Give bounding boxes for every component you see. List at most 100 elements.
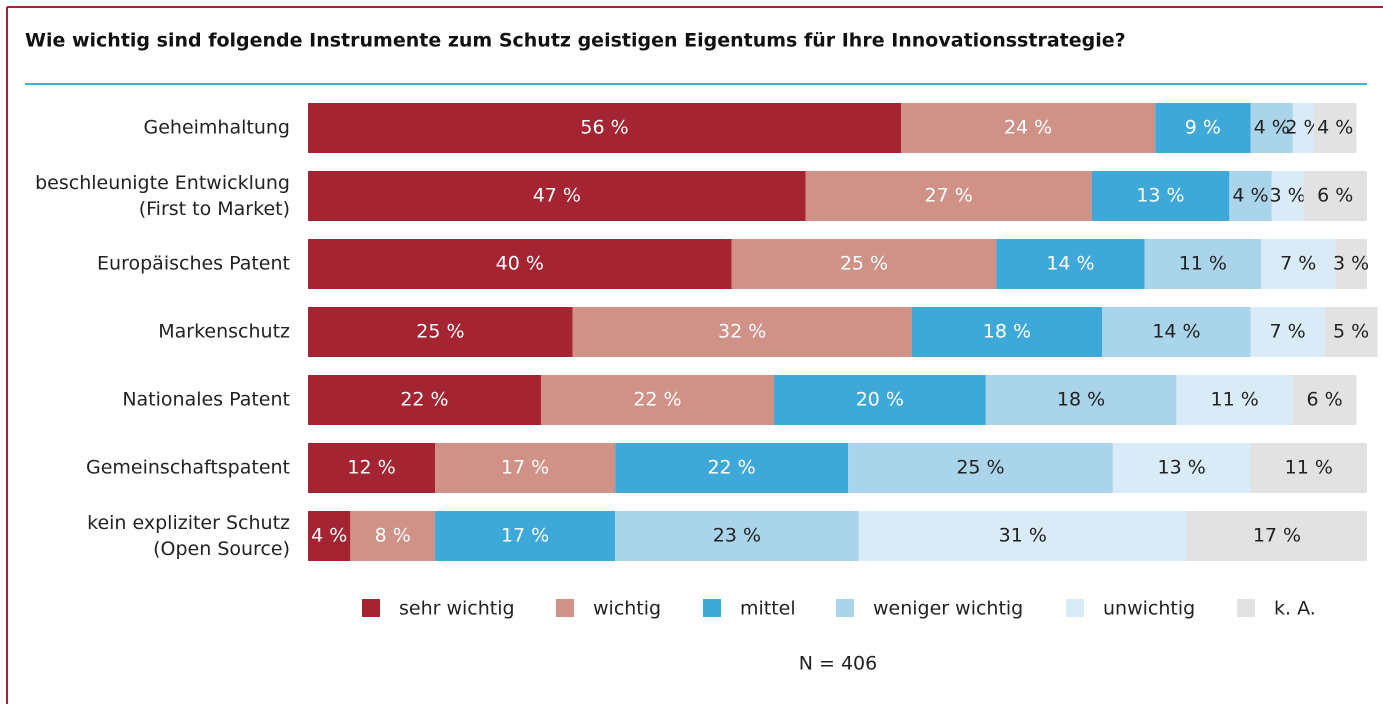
bar-segment	[308, 307, 573, 357]
value-label: 11 %	[1179, 253, 1227, 275]
value-label: 13 %	[1158, 457, 1206, 479]
value-label: 17 %	[501, 457, 549, 479]
value-label: 11 %	[1285, 457, 1333, 479]
bar-segment	[1250, 307, 1325, 357]
legend-label: wichtig	[593, 598, 661, 620]
bar-segment	[1144, 239, 1262, 289]
bar-segment	[858, 511, 1187, 561]
bar-segment	[540, 375, 774, 425]
category-label: Europäisches Patent	[97, 253, 290, 275]
value-label: 14 %	[1046, 253, 1094, 275]
value-label: 4 %	[1232, 185, 1268, 207]
bar-segment	[1250, 443, 1367, 493]
bar-segment	[435, 443, 616, 493]
bar-segment	[1292, 103, 1315, 153]
category-label: beschleunigte Entwicklung (First to Marke…	[35, 172, 290, 220]
value-label: 6 %	[1317, 185, 1353, 207]
bar-segment	[1229, 171, 1272, 221]
bar-segment	[615, 443, 849, 493]
legend-swatch	[1066, 599, 1084, 617]
value-label: 3 %	[1269, 185, 1305, 207]
bar-segment	[308, 375, 541, 425]
value-label: 13 %	[1136, 185, 1184, 207]
bar-segment	[901, 103, 1156, 153]
bar-segment	[1292, 375, 1357, 425]
bar-segment	[1271, 171, 1304, 221]
bar-segment	[1155, 103, 1251, 153]
value-label: 6 %	[1307, 389, 1343, 411]
value-label: 22 %	[707, 457, 755, 479]
bar-segment	[1303, 171, 1367, 221]
bar-segment	[1314, 103, 1357, 153]
legend-label: k. A.	[1274, 598, 1316, 620]
legend-swatch	[1237, 599, 1255, 617]
category-label: Nationales Patent	[122, 389, 290, 411]
bar-segment	[1102, 307, 1251, 357]
bar-segment	[1176, 375, 1293, 425]
legend-label: weniger wichtig	[873, 598, 1023, 620]
bar-segment	[572, 307, 912, 357]
note: N = 406	[799, 653, 877, 675]
bar-segment	[996, 239, 1145, 289]
bar-segment	[350, 511, 436, 561]
bar-segment	[1261, 239, 1336, 289]
value-label: 9 %	[1185, 117, 1221, 139]
bar-segment	[1091, 171, 1230, 221]
value-label: 4 %	[1254, 117, 1290, 139]
bar-segment	[1112, 443, 1251, 493]
bar-segment	[731, 239, 997, 289]
value-label: 4 %	[1317, 117, 1353, 139]
legend-label: mittel	[740, 598, 796, 620]
value-label: 25 %	[956, 457, 1004, 479]
legend-label: sehr wichtig	[399, 598, 515, 620]
value-label: 22 %	[633, 389, 681, 411]
value-label: 23 %	[713, 525, 761, 547]
bar-segment	[985, 375, 1177, 425]
bar-segment	[308, 103, 902, 153]
chart-title: Wie wichtig sind folgende Instrumente zu…	[25, 30, 1126, 52]
value-label: 11 %	[1210, 389, 1258, 411]
legend-swatch	[362, 599, 380, 617]
legend-swatch	[836, 599, 854, 617]
bar-segment	[1324, 307, 1378, 357]
value-label: 27 %	[925, 185, 973, 207]
value-label: 8 %	[375, 525, 411, 547]
value-label: 31 %	[999, 525, 1047, 547]
category-label: Gemeinschaftspatent	[86, 457, 290, 479]
value-label: 14 %	[1152, 321, 1200, 343]
value-label: 7 %	[1269, 321, 1305, 343]
bar-segment	[1186, 511, 1367, 561]
legend-swatch	[703, 599, 721, 617]
bar-segment	[308, 171, 806, 221]
value-label: 25 %	[840, 253, 888, 275]
legend-label: unwichtig	[1103, 598, 1195, 620]
value-label: 3 %	[1333, 253, 1369, 275]
value-label: 56 %	[580, 117, 628, 139]
bar-segment	[308, 511, 351, 561]
value-label: 18 %	[1057, 389, 1105, 411]
value-label: 24 %	[1004, 117, 1052, 139]
bar-segment	[1335, 239, 1367, 289]
bar-segment	[773, 375, 986, 425]
value-label: 5 %	[1333, 321, 1369, 343]
value-label: 32 %	[718, 321, 766, 343]
value-label: 25 %	[416, 321, 464, 343]
value-label: 47 %	[533, 185, 581, 207]
value-label: 22 %	[400, 389, 448, 411]
value-label: 17 %	[1253, 525, 1301, 547]
bar-segment	[308, 239, 732, 289]
legend-swatch	[556, 599, 574, 617]
bar-segment	[805, 171, 1092, 221]
category-label: Geheimhaltung	[144, 117, 291, 139]
value-label: 20 %	[856, 389, 904, 411]
bar-segment	[911, 307, 1103, 357]
value-label: 17 %	[501, 525, 549, 547]
value-label: 2 %	[1285, 117, 1321, 139]
category-label: kein expliziter Schutz (Open Source)	[87, 512, 290, 560]
bar-segment	[848, 443, 1113, 493]
bar-segment	[308, 443, 436, 493]
value-label: 12 %	[347, 457, 395, 479]
value-label: 4 %	[311, 525, 347, 547]
